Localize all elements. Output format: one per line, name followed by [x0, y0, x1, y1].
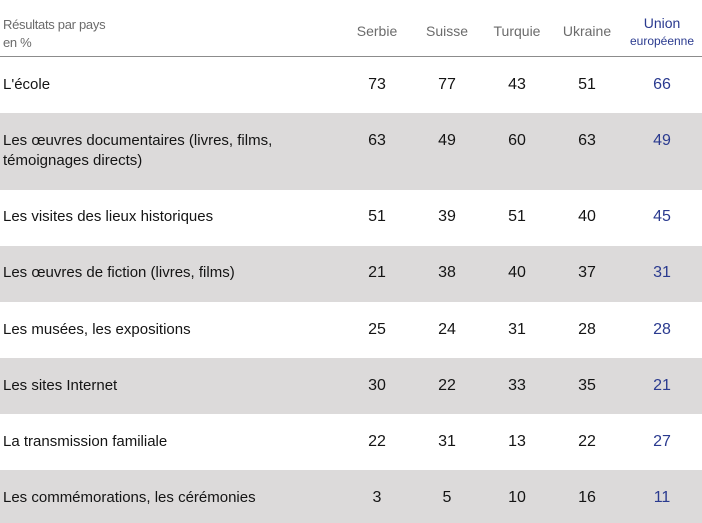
table-row: L'école 73 77 43 51 66 — [0, 57, 702, 113]
cell-ukraine: 16 — [578, 489, 596, 506]
cell-serbie: 22 — [368, 433, 386, 450]
table-row: Les œuvres documentaires (livres, films,… — [0, 113, 702, 190]
row-label: Les commémorations, les cérémonies — [3, 489, 256, 506]
row-label: L'école — [3, 76, 51, 93]
row-label: Les sites Internet — [3, 377, 118, 394]
cell-ukraine: 40 — [578, 208, 596, 225]
cell-serbie: 25 — [368, 321, 386, 338]
cell-union-europeenne: 21 — [653, 377, 671, 394]
cell-turquie: 31 — [508, 321, 526, 338]
table-title-line1: Résultats par pays — [3, 17, 106, 32]
cell-ukraine: 22 — [578, 433, 596, 450]
table-title-line2: en % — [3, 35, 32, 50]
row-label: Les visites des lieux historiques — [3, 208, 214, 225]
column-header-turquie: Turquie — [493, 23, 541, 39]
row-label: La transmission familiale — [3, 433, 168, 450]
column-header-eu-line1: Union — [643, 15, 681, 31]
cell-suisse: 77 — [438, 76, 456, 93]
cell-ukraine: 37 — [578, 264, 596, 281]
cell-serbie: 51 — [368, 208, 386, 225]
cell-serbie: 63 — [368, 132, 386, 149]
cell-suisse: 5 — [442, 489, 452, 506]
cell-union-europeenne: 27 — [653, 433, 671, 450]
cell-ukraine: 35 — [578, 377, 596, 394]
cell-union-europeenne: 66 — [653, 76, 671, 93]
table-header: Résultats par pays en % Serbie Suisse Tu… — [0, 0, 702, 57]
row-label: Les œuvres de fiction (livres, films) — [3, 264, 235, 281]
column-header-ukraine: Ukraine — [562, 23, 612, 39]
cell-suisse: 49 — [438, 132, 456, 149]
cell-ukraine: 63 — [578, 132, 596, 149]
table-row: Les musées, les expositions 25 24 31 28 … — [0, 302, 702, 358]
column-header-eu-line2: européenne — [629, 34, 695, 48]
cell-ukraine: 28 — [578, 321, 596, 338]
cell-serbie: 3 — [372, 489, 382, 506]
table-row: Les œuvres de fiction (livres, films) 21… — [0, 246, 702, 302]
cell-union-europeenne: 11 — [653, 489, 671, 506]
cell-ukraine: 51 — [578, 76, 596, 93]
cell-union-europeenne: 45 — [653, 208, 671, 225]
cell-union-europeenne: 49 — [653, 132, 671, 149]
cell-serbie: 21 — [368, 264, 386, 281]
table-row: Les sites Internet 30 22 33 35 21 — [0, 358, 702, 414]
cell-union-europeenne: 28 — [653, 321, 671, 338]
cell-serbie: 73 — [368, 76, 386, 93]
cell-suisse: 39 — [438, 208, 456, 225]
cell-union-europeenne: 31 — [653, 264, 671, 281]
row-label: Les œuvres documentaires (livres, films,… — [3, 132, 273, 169]
table-row: Les visites des lieux historiques 51 39 … — [0, 190, 702, 246]
cell-suisse: 38 — [438, 264, 456, 281]
cell-turquie: 40 — [508, 264, 526, 281]
table-title: Résultats par pays en % — [3, 16, 106, 52]
column-header-serbie: Serbie — [356, 23, 398, 39]
column-header-suisse: Suisse — [425, 23, 469, 39]
row-label: Les musées, les expositions — [3, 321, 191, 338]
cell-turquie: 51 — [508, 208, 526, 225]
cell-suisse: 31 — [438, 433, 456, 450]
cell-turquie: 60 — [508, 132, 526, 149]
table-row: La transmission familiale 22 31 13 22 27 — [0, 414, 702, 470]
cell-suisse: 22 — [438, 377, 456, 394]
cell-turquie: 33 — [508, 377, 526, 394]
cell-turquie: 13 — [508, 433, 526, 450]
cell-turquie: 43 — [508, 76, 526, 93]
cell-turquie: 10 — [508, 489, 526, 506]
cell-serbie: 30 — [368, 377, 386, 394]
cell-suisse: 24 — [438, 321, 456, 338]
table-row: Les commémorations, les cérémonies 3 5 1… — [0, 470, 702, 523]
column-header-union-europeenne: Union européenne — [622, 14, 702, 50]
